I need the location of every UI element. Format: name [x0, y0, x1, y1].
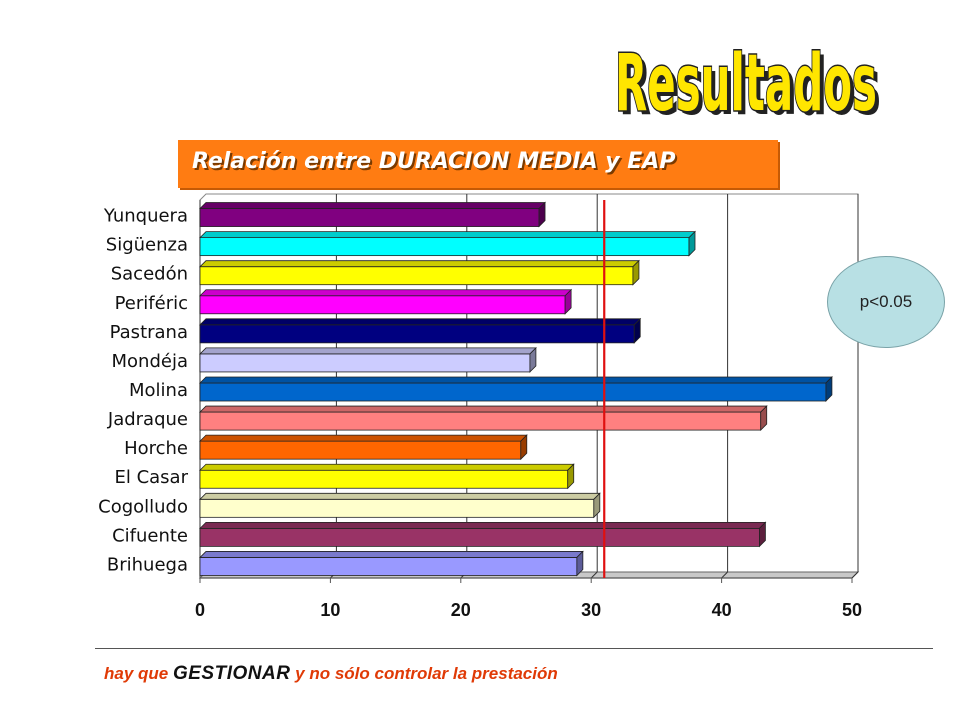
- bar-top-4: [199, 318, 642, 326]
- bar-12: [199, 557, 578, 576]
- gridline-floor: [851, 571, 859, 579]
- bar-top-0: [199, 202, 547, 209]
- bar-side-9: [567, 463, 575, 490]
- x-tick-label: 40: [712, 600, 732, 620]
- bar-side-5: [529, 346, 537, 373]
- bar-top-9: [199, 463, 575, 471]
- bar-side-0: [538, 201, 546, 228]
- gridline-floor: [590, 571, 598, 579]
- bar-top-2: [199, 260, 640, 268]
- bar-11: [199, 527, 760, 547]
- bar-top-1: [199, 231, 696, 239]
- bar-top-11: [199, 521, 767, 529]
- bar-4: [199, 324, 635, 344]
- category-label-4: Pastrana: [110, 322, 188, 343]
- bar-1: [199, 237, 690, 257]
- bar-side-2: [632, 259, 640, 286]
- footer-text-before: hay que: [104, 664, 173, 683]
- bar-side-12: [576, 550, 584, 577]
- bar-side-10: [593, 492, 601, 519]
- category-label-10: Cogolludo: [98, 496, 188, 517]
- category-label-11: Cifuente: [112, 525, 188, 546]
- x-tick-label: 50: [842, 600, 862, 620]
- gridline-floor: [721, 571, 728, 579]
- footer-emphasis: GESTIONAR: [172, 663, 291, 684]
- bar-side-3: [564, 288, 572, 315]
- category-label-3: Periféric: [115, 293, 188, 314]
- bar-top-8: [199, 434, 528, 442]
- bar-top-12: [199, 551, 584, 558]
- x-tick-label: 20: [451, 600, 471, 620]
- bar-5: [199, 353, 531, 373]
- slide-title-text: Resultados: [615, 39, 877, 128]
- bar-side-4: [633, 317, 641, 344]
- footer-note: hay que GESTIONAR y no sólo controlar la…: [104, 663, 558, 685]
- category-label-8: Horche: [124, 438, 188, 459]
- category-label-6: Molina: [129, 380, 188, 401]
- bar-10: [199, 498, 595, 518]
- bar-0: [199, 208, 540, 227]
- chart-subtitle: Relación entre DURACION MEDIA y EAP: [192, 149, 676, 174]
- x-tick-label: 0: [195, 600, 205, 620]
- category-label-9: El Casar: [114, 467, 188, 488]
- bar-2: [199, 266, 634, 286]
- bar-side-6: [825, 376, 833, 402]
- bar-3: [199, 295, 566, 315]
- bar-9: [199, 469, 569, 489]
- slide-title: Resultados Resultados: [614, 38, 882, 129]
- category-label-5: Mondéja: [112, 351, 188, 372]
- x-tick-label: 10: [320, 600, 340, 620]
- bar-top-5: [199, 347, 537, 355]
- category-label-0: Yunquera: [103, 206, 188, 227]
- footer-divider: [95, 648, 933, 649]
- category-label-12: Brihuega: [107, 554, 188, 575]
- bar-top-10: [199, 492, 601, 500]
- pvalue-text: p<0.05: [859, 292, 913, 311]
- bar-7: [199, 411, 762, 431]
- bar-side-1: [688, 230, 696, 257]
- category-label-1: Sigüenza: [106, 235, 188, 256]
- subtitle-banner: Relación entre DURACION MEDIA y EAP: [178, 140, 778, 188]
- pvalue-bubble: p<0.05: [827, 256, 945, 348]
- bar-8: [199, 440, 522, 460]
- category-label-7: Jadraque: [107, 409, 188, 430]
- bar-side-7: [760, 405, 768, 432]
- bar-top-3: [199, 289, 573, 297]
- bar-6: [199, 382, 827, 402]
- bar-side-11: [759, 521, 766, 548]
- slide-title-shadow: Resultados: [619, 43, 881, 128]
- bar-top-7: [199, 405, 768, 413]
- category-label-2: Sacedón: [111, 264, 188, 285]
- bar-side-8: [520, 434, 528, 461]
- bar-top-6: [199, 376, 833, 384]
- x-tick-label: 30: [581, 600, 601, 620]
- footer-text-after: y no sólo controlar la prestación: [290, 664, 558, 683]
